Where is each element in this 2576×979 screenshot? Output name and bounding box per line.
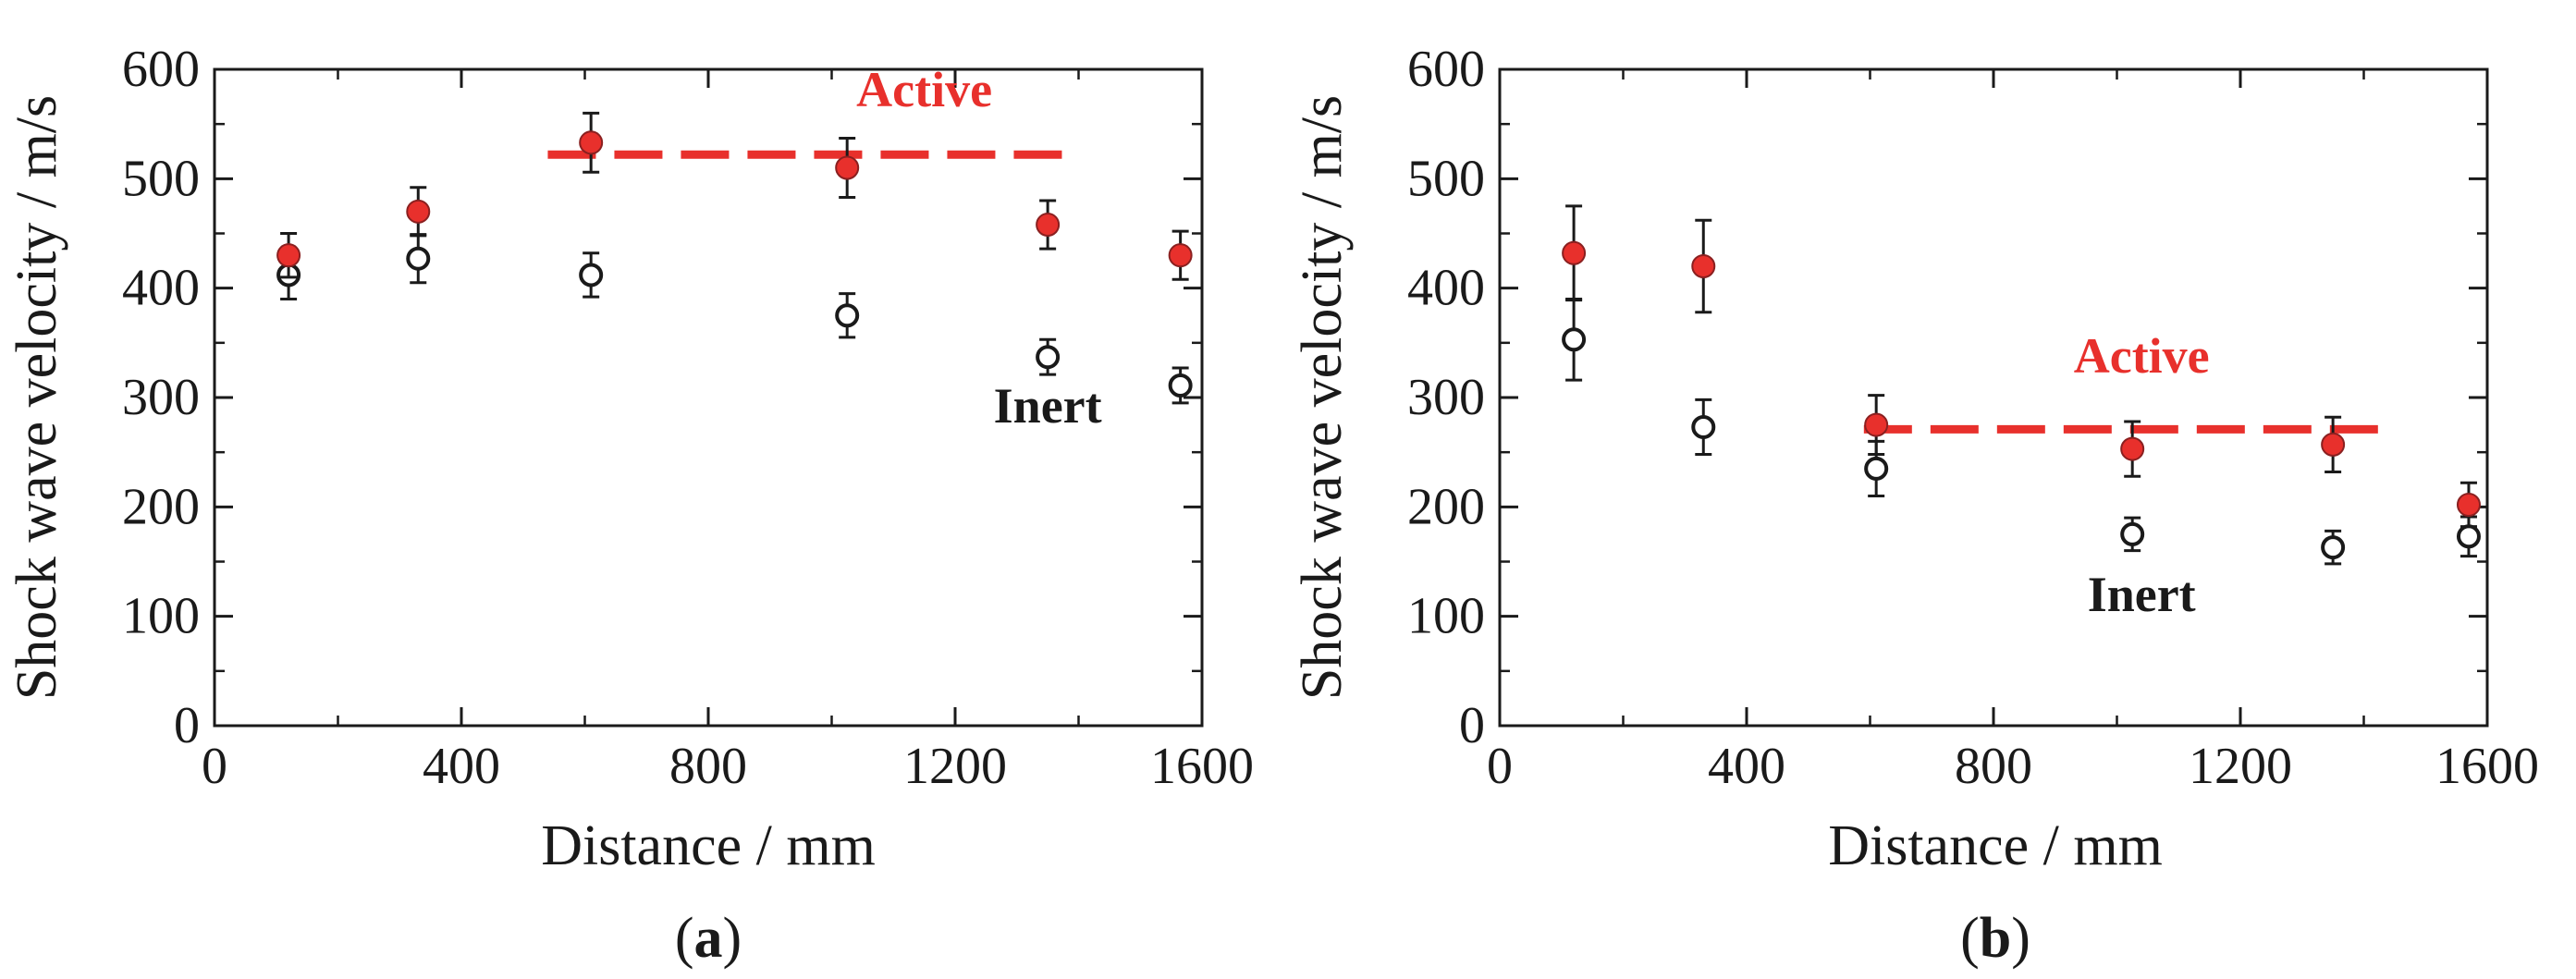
inert-series-label-b: Inert: [2088, 567, 2196, 622]
active-data-point-b: [1691, 254, 1716, 278]
y-tick-label-a: 400: [122, 260, 200, 317]
y-tick-label-b: 100: [1407, 588, 1485, 645]
y-tick-label-b: 500: [1407, 150, 1485, 207]
inert-data-point-b: [1864, 456, 1889, 481]
inert-data-point-b: [2120, 521, 2145, 546]
panel-a: Shock wave velocity / m/s Distance / mm …: [6, 41, 1254, 970]
x-tick-label-a: 0: [202, 738, 227, 795]
panel-letter-a: a: [694, 907, 723, 970]
y-tick-label-a: 300: [122, 369, 200, 426]
x-tick-label-b: 1600: [2435, 738, 2539, 795]
active-data-point-a: [835, 155, 860, 180]
active-data-point-b: [2321, 432, 2346, 457]
panel-label-a: (a): [675, 907, 742, 970]
x-tick-label-a: 400: [423, 738, 500, 795]
x-tick-label-a: 800: [669, 738, 747, 795]
inert-data-point-a: [835, 303, 860, 328]
x-axis-title-b: Distance / mm: [1828, 814, 2163, 877]
x-tick-label-b: 0: [1487, 738, 1513, 795]
inert-series-label-a: Inert: [994, 378, 1102, 434]
y-tick-label-a: 600: [122, 41, 200, 98]
active-data-point-a: [276, 243, 301, 268]
panel-b: Shock wave velocity / m/s Distance / mm …: [1291, 41, 2539, 970]
x-tick-label-b: 1200: [2189, 738, 2292, 795]
y-tick-label-b: 0: [1459, 697, 1485, 754]
x-tick-label-b: 400: [1708, 738, 1785, 795]
y-axis-title-a: Shock wave velocity / m/s: [6, 95, 68, 700]
plot-frame-b: [1498, 67, 2489, 728]
inert-data-point-a: [1036, 345, 1061, 370]
inert-data-point-a: [406, 246, 431, 271]
active-data-point-a: [406, 199, 431, 224]
y-tick-label-b: 400: [1407, 260, 1485, 317]
inert-data-point-b: [1562, 327, 1587, 352]
y-tick-label-a: 0: [174, 697, 200, 754]
active-series-label-b: Active: [2074, 328, 2210, 384]
active-data-point-a: [1168, 243, 1193, 268]
panel-label-b: (b): [1960, 907, 2030, 970]
active-data-point-b: [1864, 412, 1889, 437]
active-series-label-a: Active: [856, 62, 992, 117]
active-data-point-b: [1562, 240, 1587, 265]
y-tick-label-a: 100: [122, 588, 200, 645]
x-tick-label-b: 800: [1955, 738, 2032, 795]
y-tick-label-a: 500: [122, 150, 200, 207]
y-axis-title-b: Shock wave velocity / m/s: [1291, 95, 1354, 700]
inert-data-point-b: [1691, 414, 1716, 439]
inert-data-point-b: [2321, 535, 2346, 560]
x-axis-title-a: Distance / mm: [541, 814, 876, 877]
panel-letter-b: b: [1980, 907, 2011, 970]
inert-data-point-a: [1168, 373, 1193, 398]
active-data-point-b: [2456, 492, 2481, 517]
y-tick-label-b: 600: [1407, 41, 1485, 98]
y-tick-label-b: 300: [1407, 369, 1485, 426]
inert-data-point-b: [2456, 524, 2481, 549]
active-data-point-b: [2120, 436, 2145, 461]
inert-data-point-a: [579, 263, 604, 288]
active-data-point-a: [1036, 213, 1061, 238]
x-tick-label-a: 1200: [903, 738, 1007, 795]
x-tick-label-a: 1600: [1150, 738, 1254, 795]
y-tick-label-a: 200: [122, 478, 200, 535]
active-data-point-a: [579, 130, 604, 155]
y-tick-label-b: 200: [1407, 478, 1485, 535]
